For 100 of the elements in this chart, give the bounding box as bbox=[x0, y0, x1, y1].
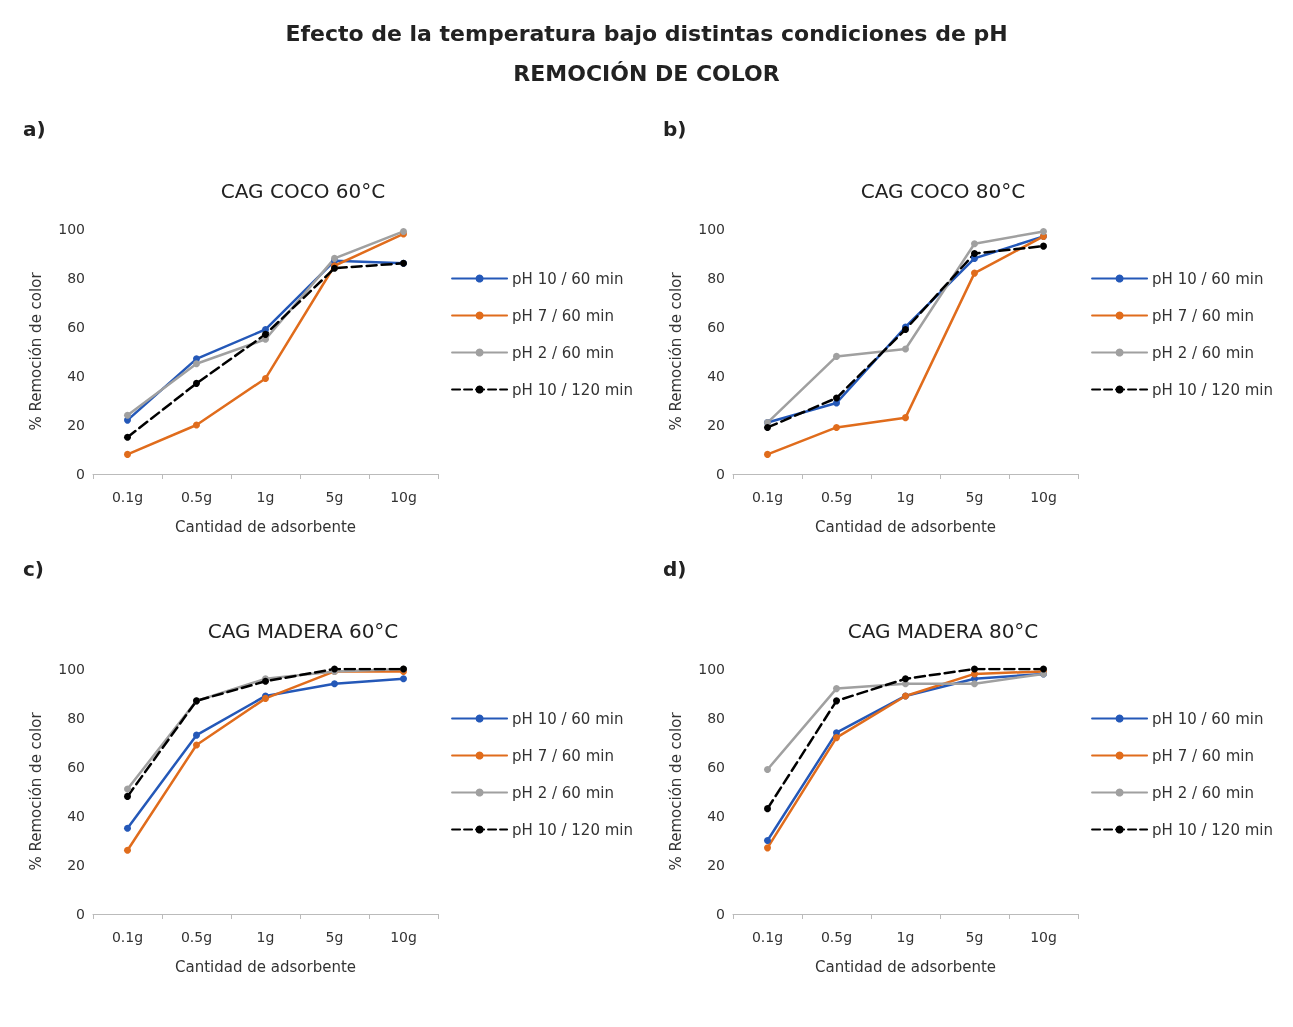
legend-label: pH 7 / 60 min bbox=[1152, 306, 1254, 325]
x-tick-label: 10g bbox=[390, 929, 417, 945]
point bbox=[833, 685, 840, 693]
point bbox=[764, 837, 771, 844]
point bbox=[902, 675, 909, 683]
point bbox=[1040, 227, 1047, 235]
point bbox=[124, 846, 131, 854]
y-tick-label: 80 bbox=[67, 710, 85, 726]
x-tick-label: 1g bbox=[256, 489, 275, 505]
x-tick-label: 0.1g bbox=[751, 489, 784, 505]
y-tick-label: 20 bbox=[707, 857, 725, 873]
y-tick-label: 80 bbox=[707, 710, 725, 726]
legend-label: pH 10 / 60 min bbox=[1152, 269, 1264, 288]
legend-label: pH 10 / 120 min bbox=[1152, 380, 1274, 399]
y-tick-label: 40 bbox=[707, 808, 725, 824]
y-tick-label: 80 bbox=[67, 270, 85, 286]
point bbox=[971, 250, 978, 257]
point bbox=[193, 379, 200, 387]
point bbox=[124, 433, 131, 441]
point bbox=[193, 360, 200, 368]
chart-title: CAG MADERA 60°C bbox=[207, 619, 399, 643]
point bbox=[971, 240, 978, 248]
legend-label: pH 10 / 120 min bbox=[1152, 820, 1274, 839]
point bbox=[902, 414, 909, 422]
x-axis-title: Cantidad de adsorbente bbox=[175, 957, 356, 976]
point bbox=[124, 792, 131, 800]
x-tick-label: 0.1g bbox=[111, 929, 144, 945]
point bbox=[262, 330, 269, 338]
legend-label: pH 10 / 60 min bbox=[1152, 709, 1264, 728]
x-tick-label: 0.5g bbox=[820, 929, 853, 945]
legend-label: pH 7 / 60 min bbox=[512, 746, 614, 765]
x-tick-label: 10g bbox=[1030, 489, 1057, 505]
point bbox=[764, 423, 771, 431]
x-tick-label: 0.1g bbox=[751, 929, 784, 945]
chart-title: CAG COCO 80°C bbox=[860, 179, 1026, 203]
x-tick-label: 1g bbox=[896, 489, 915, 505]
y-tick-label: 0 bbox=[76, 466, 85, 482]
x-tick-label: 5g bbox=[965, 489, 984, 505]
point bbox=[124, 824, 131, 832]
point bbox=[1040, 242, 1047, 250]
point bbox=[833, 734, 840, 742]
legend-label: pH 7 / 60 min bbox=[512, 306, 614, 325]
point bbox=[833, 394, 840, 402]
text: c) bbox=[23, 557, 44, 581]
y-tick-label: 20 bbox=[67, 857, 85, 873]
point bbox=[331, 680, 338, 688]
point bbox=[971, 680, 978, 688]
y-axis-title: % Remoción de color bbox=[666, 271, 685, 431]
y-tick-label: 60 bbox=[67, 759, 85, 775]
text: a) bbox=[23, 117, 46, 141]
y-tick-label: 60 bbox=[67, 319, 85, 335]
y-axis-title: % Remoción de color bbox=[26, 271, 45, 431]
point bbox=[833, 423, 840, 431]
x-tick-label: 0.1g bbox=[111, 489, 144, 505]
legend-label: pH 2 / 60 min bbox=[512, 783, 614, 802]
point bbox=[971, 665, 978, 673]
y-tick-label: 20 bbox=[67, 417, 85, 433]
text: Efecto de la temperatura bajo distintas condiciones de pH bbox=[284, 20, 1009, 48]
point bbox=[764, 450, 771, 458]
x-tick-label: 5g bbox=[325, 929, 344, 945]
x-tick-label: 5g bbox=[965, 929, 984, 945]
legend-label: pH 10 / 120 min bbox=[512, 380, 634, 399]
legend-label: pH 7 / 60 min bbox=[1152, 746, 1254, 765]
y-tick-label: 0 bbox=[716, 466, 725, 482]
text: d) bbox=[663, 557, 687, 581]
y-tick-label: 100 bbox=[58, 661, 85, 677]
y-axis-title: % Remoción de color bbox=[666, 711, 685, 871]
text: REMOCIÓN DE COLOR bbox=[512, 60, 781, 88]
text: b) bbox=[663, 117, 687, 141]
point bbox=[764, 805, 771, 813]
y-tick-label: 60 bbox=[707, 319, 725, 335]
legend-label: pH 2 / 60 min bbox=[1152, 783, 1254, 802]
x-tick-label: 10g bbox=[1030, 929, 1057, 945]
y-tick-label: 20 bbox=[707, 417, 725, 433]
point bbox=[400, 675, 407, 683]
point bbox=[193, 741, 200, 749]
y-tick-label: 80 bbox=[707, 270, 725, 286]
x-tick-label: 0.5g bbox=[820, 489, 853, 505]
x-axis-title: Cantidad de adsorbente bbox=[175, 517, 356, 536]
point bbox=[971, 269, 978, 277]
y-tick-label: 40 bbox=[67, 368, 85, 384]
legend-label: pH 2 / 60 min bbox=[512, 343, 614, 362]
point bbox=[833, 697, 840, 705]
x-tick-label: 10g bbox=[390, 489, 417, 505]
x-tick-label: 5g bbox=[325, 489, 344, 505]
chart-title: CAG COCO 60°C bbox=[220, 179, 386, 203]
x-axis-title: Cantidad de adsorbente bbox=[815, 517, 996, 536]
y-tick-label: 60 bbox=[707, 759, 725, 775]
x-tick-label: 1g bbox=[896, 929, 915, 945]
point bbox=[124, 450, 131, 458]
y-tick-label: 0 bbox=[76, 906, 85, 922]
legend-label: pH 10 / 60 min bbox=[512, 709, 624, 728]
point bbox=[193, 421, 200, 429]
point bbox=[764, 844, 771, 852]
point bbox=[262, 374, 269, 382]
y-axis-title: % Remoción de color bbox=[26, 711, 45, 871]
legend-label: pH 10 / 120 min bbox=[512, 820, 634, 839]
y-tick-label: 100 bbox=[58, 221, 85, 237]
x-tick-label: 0.5g bbox=[180, 489, 213, 505]
y-tick-label: 100 bbox=[698, 661, 725, 677]
